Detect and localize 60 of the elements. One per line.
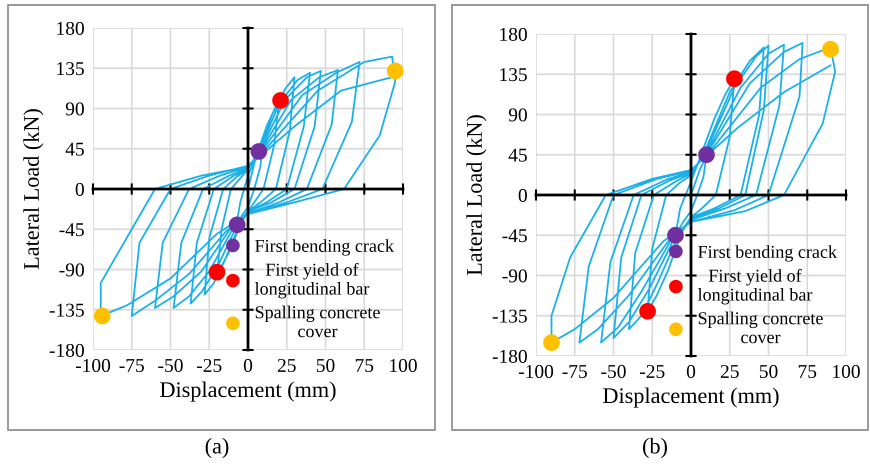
x-tick-label: -75 <box>562 365 587 378</box>
x-tick-label: -50 <box>601 364 626 378</box>
y-tick-label: -90 <box>59 263 84 276</box>
y-tick-label: 135 <box>57 62 84 76</box>
point <box>667 226 684 244</box>
text: Spalling concrete cover <box>256 306 380 338</box>
x-axis-title: Displacement (mm) <box>603 388 779 408</box>
x-tick-label: 100 <box>833 364 860 378</box>
series-label: First yield of longitudinal bar <box>254 262 370 298</box>
text: First yield of longitudinal bar <box>698 268 812 304</box>
text: Spalling concrete cover <box>698 312 823 344</box>
y-tick-label: -180 <box>492 350 527 363</box>
point <box>228 216 246 234</box>
point <box>543 334 560 351</box>
text: (a) <box>206 438 228 458</box>
point <box>822 40 839 58</box>
x-tick-label: 25 <box>720 364 739 378</box>
x-tick-label: -50 <box>158 358 183 372</box>
x-tick-label: -25 <box>197 358 222 372</box>
x-axis-title: Displacement (mm) <box>160 382 336 402</box>
y-tick-label: 90 <box>66 102 84 116</box>
y-tick-label: -45 <box>502 229 527 242</box>
y-tick-label: -90 <box>502 269 527 282</box>
point <box>94 308 111 324</box>
point <box>698 146 715 164</box>
x-tick-label: 25 <box>278 358 296 372</box>
point <box>726 70 743 88</box>
y-tick-label: 0 <box>518 188 527 202</box>
y-tick-label: 135 <box>500 68 527 82</box>
y-tick-label: -135 <box>492 310 527 323</box>
x-tick-label: -100 <box>518 364 554 378</box>
x-tick-label: 100 <box>390 358 417 372</box>
x-tick-label: 0 <box>244 358 252 372</box>
x-tick-label: -25 <box>640 364 664 378</box>
y-tick-label: -45 <box>59 223 84 236</box>
y-axis-title: Lateral Load (kN) <box>23 109 44 270</box>
y-tick-label: 180 <box>57 22 84 35</box>
legend-label: First bending crack <box>255 239 394 256</box>
point <box>386 62 404 80</box>
y-tick-label: -135 <box>50 304 84 317</box>
legend-label: First bending crack <box>698 245 837 262</box>
point <box>639 302 656 320</box>
point <box>272 92 289 109</box>
x-tick-label: 75 <box>798 365 816 378</box>
point <box>250 143 268 160</box>
x-tick-label: 50 <box>316 358 334 372</box>
point <box>208 264 226 281</box>
x-tick-label: 50 <box>760 364 778 378</box>
y-tick-label: 0 <box>76 182 84 196</box>
x-tick-label: -75 <box>120 359 144 372</box>
y-tick-label: 90 <box>508 108 527 122</box>
text: (b) <box>643 438 667 458</box>
x-tick-label: 75 <box>356 359 374 372</box>
y-tick-label: 180 <box>500 28 527 41</box>
x-tick-label: -100 <box>76 358 110 372</box>
y-tick-label: 45 <box>508 148 527 162</box>
y-tick-label: 45 <box>66 142 84 156</box>
y-tick-label: -180 <box>50 344 84 357</box>
x-tick-label: 0 <box>686 364 696 378</box>
y-axis-title: Lateral Load (kN) <box>466 115 486 276</box>
